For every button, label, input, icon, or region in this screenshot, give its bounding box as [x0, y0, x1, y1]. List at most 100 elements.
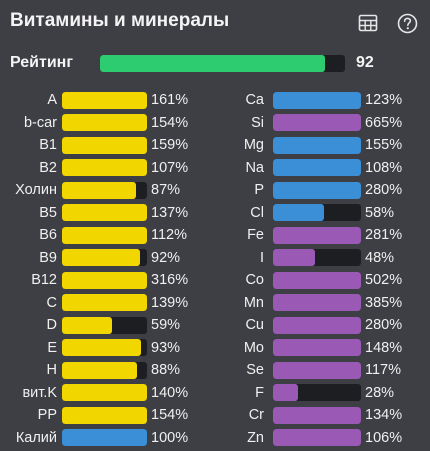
- mineral-bar: [273, 339, 361, 356]
- vitamin-label: B1: [39, 137, 57, 153]
- vitamin-percent: 59%: [151, 317, 181, 333]
- vitamin-label: B2: [39, 159, 57, 176]
- mineral-bar-fill: [273, 204, 325, 221]
- mineral-percent: 155%: [365, 137, 403, 153]
- vitamin-label: b-car: [23, 114, 57, 131]
- mineral-row: Co 502%: [210, 270, 402, 290]
- mineral-bar-fill: [273, 294, 361, 311]
- mineral-percent: 502%: [365, 272, 403, 288]
- vitamin-row: A 161%: [0, 90, 188, 110]
- mineral-label: F: [255, 384, 264, 401]
- vitamin-label: H: [46, 362, 57, 378]
- mineral-bar-fill: [273, 429, 361, 446]
- mineral-bar: [273, 91, 361, 109]
- vitamin-bar: [62, 114, 147, 131]
- mineral-row: F 28%: [210, 383, 394, 403]
- mineral-label: Cu: [245, 317, 264, 333]
- mineral-label: Cl: [250, 204, 264, 221]
- vitamin-row: E 93%: [0, 338, 180, 358]
- vitamin-bar-fill: [62, 384, 147, 401]
- vitamin-percent: 316%: [151, 272, 189, 288]
- table-icon[interactable]: [357, 12, 379, 34]
- mineral-bar: [273, 226, 361, 244]
- vitamin-bar-fill: [62, 136, 147, 154]
- vitamin-bar: [62, 204, 147, 221]
- mineral-row: Cr 134%: [210, 405, 402, 425]
- mineral-bar-fill: [273, 406, 361, 424]
- mineral-bar-fill: [273, 316, 361, 334]
- mineral-row: Mn 385%: [210, 293, 402, 313]
- mineral-row: Cl 58%: [210, 203, 394, 223]
- mineral-bar: [273, 271, 361, 289]
- vitamin-label: Холин: [15, 182, 57, 198]
- help-icon[interactable]: [396, 12, 418, 34]
- vitamin-percent: 154%: [151, 114, 189, 131]
- mineral-row: P 280%: [210, 180, 402, 200]
- vitamin-bar-fill: [62, 294, 147, 311]
- vitamin-label: D: [46, 317, 57, 333]
- vitamin-bar-fill: [62, 316, 113, 334]
- mineral-label: Cr: [248, 407, 264, 423]
- mineral-bar: [273, 136, 361, 154]
- vitamin-bar-fill: [62, 361, 137, 379]
- mineral-bar: [273, 384, 361, 401]
- mineral-bar-fill: [273, 226, 361, 244]
- vitamin-bar: [62, 339, 147, 356]
- vitamin-bar: [62, 249, 147, 266]
- vitamin-percent: 92%: [151, 249, 181, 266]
- mineral-percent: 58%: [365, 204, 395, 221]
- vitamin-label: E: [47, 339, 57, 356]
- mineral-percent: 106%: [365, 429, 403, 446]
- mineral-bar-fill: [273, 384, 298, 401]
- vitamin-row: B6 112%: [0, 225, 187, 245]
- mineral-percent: 117%: [365, 362, 402, 378]
- mineral-percent: 123%: [365, 92, 403, 108]
- mineral-percent: 385%: [365, 294, 403, 311]
- mineral-label: P: [254, 182, 264, 198]
- mineral-percent: 280%: [365, 182, 403, 198]
- vitamin-bar-fill: [62, 429, 147, 446]
- mineral-bar-fill: [273, 114, 361, 131]
- vitamin-row: B2 107%: [0, 158, 188, 178]
- vitamin-row: Калий 100%: [0, 428, 188, 448]
- mineral-percent: 148%: [365, 339, 403, 356]
- mineral-bar: [273, 181, 361, 199]
- vitamin-percent: 87%: [151, 182, 181, 198]
- rating-value: 92: [356, 54, 374, 71]
- vitamin-bar: [62, 136, 147, 154]
- vitamin-percent: 137%: [151, 204, 189, 221]
- vitamin-bar-fill: [62, 271, 147, 289]
- vitamin-row: вит.K 140%: [0, 383, 188, 403]
- mineral-bar-fill: [273, 339, 361, 356]
- vitamin-label: PP: [37, 407, 57, 423]
- mineral-bar: [273, 406, 361, 424]
- mineral-bar-fill: [273, 249, 316, 266]
- vitamin-bar: [62, 406, 147, 424]
- mineral-bar: [273, 316, 361, 334]
- vitamin-percent: 140%: [151, 384, 189, 401]
- mineral-label: I: [259, 249, 264, 266]
- mineral-label: Zn: [247, 429, 264, 446]
- mineral-bar: [273, 429, 361, 446]
- vitamin-bar-fill: [62, 204, 147, 221]
- vitamin-percent: 161%: [151, 92, 189, 108]
- vitamin-bar: [62, 316, 147, 334]
- rating-label: Рейтинг: [10, 54, 74, 71]
- vitamin-row: b-car 154%: [0, 113, 188, 133]
- vitamin-label: B6: [39, 227, 57, 243]
- mineral-label: Co: [245, 272, 264, 288]
- mineral-bar: [273, 294, 361, 311]
- mineral-row: Zn 106%: [210, 428, 402, 448]
- mineral-row: Fe 281%: [210, 225, 402, 245]
- vitamin-bar: [62, 181, 147, 199]
- mineral-row: Mg 155%: [210, 135, 402, 155]
- mineral-bar-fill: [273, 91, 361, 109]
- vitamin-label: A: [47, 92, 57, 108]
- vitamin-bar-fill: [62, 181, 136, 199]
- mineral-row: Se 117%: [210, 360, 401, 380]
- vitamin-label: C: [46, 294, 57, 311]
- vitamin-percent: 100%: [151, 429, 189, 446]
- vitamin-row: PP 154%: [0, 405, 188, 425]
- vitamin-percent: 139%: [151, 294, 189, 311]
- vitamin-row: B5 137%: [0, 203, 188, 223]
